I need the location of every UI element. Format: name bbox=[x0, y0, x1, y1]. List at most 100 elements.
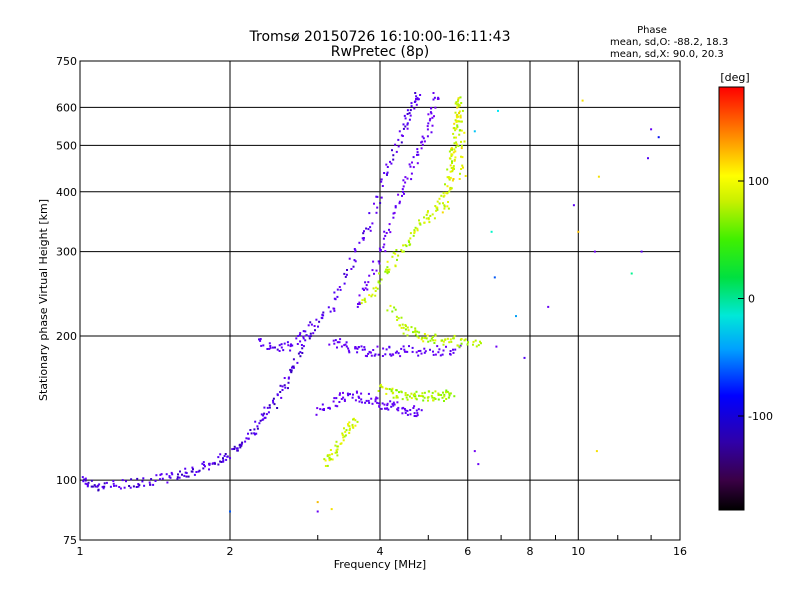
data-point bbox=[442, 391, 444, 394]
data-point bbox=[403, 114, 406, 117]
y-axis-label: Stationary phase Virtual Height [km] bbox=[37, 199, 50, 401]
data-point bbox=[453, 334, 456, 337]
data-point bbox=[386, 407, 389, 410]
data-point bbox=[446, 205, 449, 208]
data-point bbox=[364, 401, 367, 404]
data-point bbox=[497, 109, 499, 112]
data-point bbox=[444, 338, 447, 341]
data-point bbox=[452, 165, 455, 167]
data-point bbox=[457, 105, 460, 108]
data-point bbox=[348, 425, 351, 428]
data-point bbox=[159, 478, 161, 481]
data-point bbox=[406, 177, 409, 180]
data-point bbox=[315, 318, 318, 321]
data-point bbox=[433, 217, 436, 220]
data-point bbox=[390, 354, 393, 357]
data-point bbox=[382, 347, 385, 350]
data-point bbox=[455, 101, 458, 104]
data-point bbox=[431, 124, 434, 127]
data-point bbox=[437, 398, 440, 401]
data-point bbox=[201, 462, 204, 465]
data-point bbox=[346, 392, 349, 395]
data-point bbox=[454, 348, 457, 351]
data-point bbox=[400, 347, 403, 350]
data-point bbox=[376, 195, 379, 198]
data-point bbox=[121, 479, 124, 482]
data-point bbox=[425, 213, 428, 216]
data-point bbox=[461, 109, 464, 112]
y-tick-label: 500 bbox=[56, 139, 77, 152]
data-point bbox=[281, 389, 284, 391]
data-point bbox=[392, 404, 395, 407]
data-point bbox=[340, 442, 343, 445]
data-point bbox=[397, 352, 400, 355]
data-point bbox=[417, 350, 420, 352]
data-point bbox=[416, 151, 419, 154]
colorbar-label: [deg] bbox=[720, 71, 749, 84]
data-point bbox=[291, 344, 294, 347]
data-point bbox=[345, 341, 348, 344]
data-point bbox=[279, 391, 282, 393]
data-point bbox=[287, 377, 290, 380]
data-point bbox=[365, 399, 368, 402]
data-point bbox=[401, 323, 404, 326]
data-point bbox=[397, 254, 400, 257]
data-point bbox=[84, 477, 87, 480]
data-point bbox=[412, 166, 415, 169]
data-point bbox=[409, 109, 412, 112]
colorbar-tick-label: 0 bbox=[748, 293, 755, 306]
data-point bbox=[413, 107, 416, 110]
data-point bbox=[222, 459, 225, 462]
data-point bbox=[411, 346, 414, 349]
data-point bbox=[437, 392, 440, 395]
data-point bbox=[408, 118, 411, 121]
data-point bbox=[357, 395, 360, 398]
data-point bbox=[371, 222, 374, 225]
data-point bbox=[456, 106, 459, 109]
data-point bbox=[454, 111, 457, 114]
data-point bbox=[320, 316, 323, 319]
data-point bbox=[363, 348, 366, 351]
data-point bbox=[378, 405, 381, 408]
data-point bbox=[142, 477, 145, 480]
data-point bbox=[460, 102, 463, 104]
data-point bbox=[339, 392, 341, 395]
data-point bbox=[397, 317, 400, 320]
data-point bbox=[309, 321, 312, 324]
data-point bbox=[396, 258, 398, 261]
data-point bbox=[429, 111, 432, 114]
data-point bbox=[388, 268, 391, 271]
data-point bbox=[392, 158, 395, 161]
data-point bbox=[445, 345, 447, 348]
data-point bbox=[453, 148, 456, 151]
data-point bbox=[453, 395, 456, 398]
data-point bbox=[220, 461, 223, 463]
data-point bbox=[404, 117, 407, 120]
data-point bbox=[451, 168, 454, 171]
data-point bbox=[419, 223, 422, 226]
data-point bbox=[414, 329, 417, 332]
data-point bbox=[431, 391, 434, 394]
data-point bbox=[593, 250, 596, 253]
data-point bbox=[369, 226, 372, 229]
data-point bbox=[370, 354, 373, 357]
data-point bbox=[419, 222, 422, 225]
data-point bbox=[269, 345, 272, 347]
data-point bbox=[361, 299, 364, 302]
data-point bbox=[396, 319, 399, 321]
data-point bbox=[376, 287, 379, 290]
data-point bbox=[434, 334, 437, 337]
data-point bbox=[334, 339, 337, 342]
data-point bbox=[347, 347, 350, 350]
data-point bbox=[238, 443, 241, 446]
data-point bbox=[440, 394, 443, 396]
data-point bbox=[459, 114, 462, 117]
data-point bbox=[272, 346, 274, 349]
data-point bbox=[458, 104, 461, 107]
data-point bbox=[416, 330, 419, 333]
data-point bbox=[460, 120, 463, 123]
data-point bbox=[423, 140, 426, 143]
data-point bbox=[366, 288, 369, 291]
data-point bbox=[386, 269, 389, 271]
data-point bbox=[408, 241, 411, 244]
